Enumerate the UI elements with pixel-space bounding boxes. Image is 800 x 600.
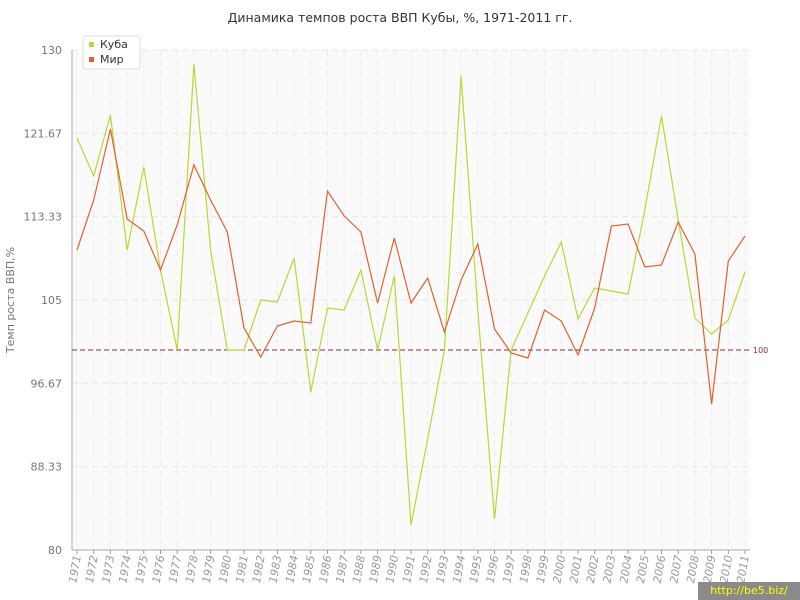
x-tick-label: 1976 xyxy=(150,554,168,584)
x-tick-label: 2004 xyxy=(617,554,635,584)
x-tick-label: 2008 xyxy=(684,554,702,584)
x-tick-label: 1990 xyxy=(384,554,402,584)
x-tick-label: 1996 xyxy=(484,554,502,584)
x-tick-label: 1988 xyxy=(350,554,368,584)
series-line-world xyxy=(76,128,746,405)
x-tick-label: 1982 xyxy=(250,554,268,584)
watermark-link[interactable]: http://be5.biz/ xyxy=(698,582,800,600)
x-tick-label: 1979 xyxy=(200,554,218,584)
x-tick-label: 1987 xyxy=(333,554,351,584)
x-tick-label: 1971 xyxy=(66,554,84,584)
x-tick-label: 1974 xyxy=(116,554,134,584)
x-tick-label: 1977 xyxy=(166,554,184,584)
series-line-cuba xyxy=(76,63,746,526)
x-tick-label: 1975 xyxy=(133,554,151,584)
legend-marker xyxy=(89,42,94,47)
x-tick-label: 1989 xyxy=(367,554,385,584)
x-tick-label: 1983 xyxy=(267,554,285,584)
x-tick-label: 1986 xyxy=(317,554,335,584)
x-tick-label: 2006 xyxy=(651,554,669,584)
legend-label: Куба xyxy=(100,38,128,51)
x-tick-label: 2007 xyxy=(667,554,685,584)
x-tick-label: 1999 xyxy=(534,554,552,584)
x-tick-label: 1972 xyxy=(83,554,101,584)
x-tick-label: 2010 xyxy=(718,554,736,584)
y-tick-label: 96.67 xyxy=(31,377,63,390)
x-tick-label: 2000 xyxy=(551,554,569,584)
x-tick-label: 1985 xyxy=(300,554,318,584)
x-tick-label: 1973 xyxy=(100,554,118,584)
legend-label: Мир xyxy=(100,53,124,66)
x-tick-label: 1980 xyxy=(217,554,235,584)
reference-line-label: 100 xyxy=(753,346,768,355)
legend-box xyxy=(82,35,141,70)
chart-title: Динамика темпов роста ВВП Кубы, %, 1971-… xyxy=(227,10,573,25)
y-tick-label: 130 xyxy=(41,44,62,57)
x-tick-label: 1997 xyxy=(500,554,518,584)
x-tick-label: 2003 xyxy=(601,554,619,584)
x-tick-label: 1978 xyxy=(183,554,201,584)
x-tick-label: 1984 xyxy=(283,554,301,584)
x-tick-label: 2001 xyxy=(567,554,585,584)
y-tick-label: 88.33 xyxy=(31,461,63,474)
y-tick-label: 113.33 xyxy=(24,211,63,224)
x-tick-label: 1993 xyxy=(434,554,452,584)
x-tick-label: 1991 xyxy=(400,554,418,584)
x-tick-label: 1998 xyxy=(517,554,535,584)
x-tick-label: 2002 xyxy=(584,554,602,584)
x-tick-label: 2011 xyxy=(734,554,752,584)
legend-marker xyxy=(89,57,94,62)
y-axis-label: Темп роста ВВП,% xyxy=(4,247,17,354)
x-tick-label: 1992 xyxy=(417,554,435,584)
x-tick-label: 1995 xyxy=(467,554,485,584)
y-tick-label: 121.67 xyxy=(24,127,63,140)
x-tick-label: 1994 xyxy=(450,554,468,584)
y-tick-label: 105 xyxy=(41,294,62,307)
x-tick-label: 1981 xyxy=(233,554,251,584)
y-tick-label: 80 xyxy=(48,544,62,557)
x-tick-label: 2009 xyxy=(701,554,719,584)
x-tick-label: 2005 xyxy=(634,554,652,584)
